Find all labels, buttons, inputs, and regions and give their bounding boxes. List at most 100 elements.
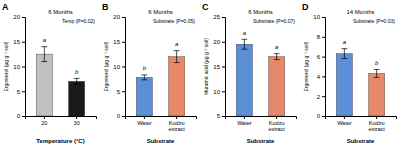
x-axis: Water Kudzuextract [226,116,297,132]
sig-label: a [243,30,247,36]
x-axis: Water Kudzuextract [326,116,397,132]
x-tick-mark [244,116,245,119]
bars [336,49,384,116]
x-tick: Kudzuextract [268,116,285,132]
y-tick: 8 [317,34,325,40]
y-tick-label: 0 [317,113,321,119]
panel-label: D [302,2,309,12]
y-tick-label: 5 [117,89,121,95]
y-axis: 05101520 [13,14,25,119]
x-axis-line [226,117,297,120]
x-tick-mark [176,116,177,119]
y-tick-mark [22,116,25,117]
y-tick-label: 15 [13,39,20,45]
error-bar-line [241,39,247,49]
error-bar [174,51,180,63]
y-axis-line [222,18,226,117]
x-axis: 2030 [26,116,97,126]
y-tick: 0 [317,113,325,119]
panel: 051015202030abTemp (P=0.02)6 MonthsErgos… [2,2,97,144]
y-tick: 15 [213,64,225,70]
y-tick-label: 5 [17,89,21,95]
y-tick-mark [322,116,325,117]
error-bar [374,69,380,77]
y-tick: 25 [213,14,225,20]
bar [69,81,85,116]
x-tick-label: 20 [41,120,47,126]
y-tick-mark [22,91,25,92]
y-tick-mark [122,116,125,117]
plot: 510152025WaterKudzuextractaaSubstrate (P… [203,9,297,144]
x-tick: Water [237,116,252,126]
y-tick-label: 8 [317,34,321,40]
y-tick-mark [22,17,25,18]
y-tick-mark [322,37,325,38]
x-tick-label: Water [337,120,352,126]
plot: 0246810WaterKudzuextractabSubstrate (P=0… [303,9,397,144]
y-tick: 20 [13,14,25,20]
x-tick-label: Kudzuextract [268,120,285,132]
x-tick-mark [344,116,345,119]
bars [36,47,84,116]
y-tick-mark [222,91,225,92]
bar [136,77,152,116]
error-bar [74,78,80,84]
sig-label: a [275,44,279,50]
bar [236,44,252,116]
error-bar-line [274,54,280,60]
y-tick-mark [222,116,225,117]
y-axis-title: Ergosterol (µg g⁻¹ soil) [103,41,109,91]
bars [136,51,184,116]
y-tick-mark [322,96,325,97]
error-bar [141,75,147,80]
y-tick-label: 15 [113,39,120,45]
sig-labels: ab [43,37,79,75]
y-tick: 4 [317,74,325,80]
plot: 05101520WaterKudzuextractbaSubstrate (P=… [103,9,197,144]
x-axis-line [126,117,197,120]
y-axis: 0246810 [313,14,325,119]
x-tick: Kudzuextract [368,116,385,132]
y-tick: 5 [117,89,125,95]
sig-labels: ab [343,39,379,66]
y-tick-label: 10 [13,64,20,70]
y-tick-mark [322,76,325,77]
title: 6 Months [148,9,173,15]
x-tick-label: Water [137,120,152,126]
error-bar [241,39,247,49]
panel-label: B [102,2,109,12]
error-bar-line [41,47,47,62]
x-tick: 30 [74,116,80,126]
x-tick-label: Kudzuextract [368,120,385,132]
y-tick-label: 4 [317,74,321,80]
x-axis-title: Substrate [347,138,375,144]
y-tick-label: 25 [213,14,220,20]
title: 14 Months [346,9,374,15]
sig-label: a [43,37,47,43]
panel-label: C [202,2,209,12]
y-tick-mark [322,17,325,18]
y-tick-label: 10 [213,89,220,95]
error-bar-line [341,49,347,59]
y-tick: 20 [113,14,125,20]
sig-label: a [175,41,179,47]
x-tick-label: 30 [74,120,80,126]
x-tick-mark [144,116,145,119]
y-tick: 10 [313,14,325,20]
y-tick-label: 6 [317,54,321,60]
y-tick: 5 [217,113,225,119]
y-axis: 05101520 [113,14,125,119]
panel: 510152025WaterKudzuextractaaSubstrate (P… [202,2,297,144]
y-tick-label: 20 [213,39,220,45]
error-bar [274,54,280,60]
y-tick: 6 [317,54,325,60]
x-tick-label: Kudzuextract [168,120,185,132]
x-tick: Kudzuextract [168,116,185,132]
y-tick-label: 10 [313,14,320,20]
y-tick-label: 20 [113,14,120,20]
x-axis-title: Temperature (°C) [36,138,84,144]
y-tick: 10 [13,64,25,70]
y-tick: 10 [213,89,225,95]
y-tick-label: 0 [117,113,121,119]
title: 6 Months [48,9,73,15]
